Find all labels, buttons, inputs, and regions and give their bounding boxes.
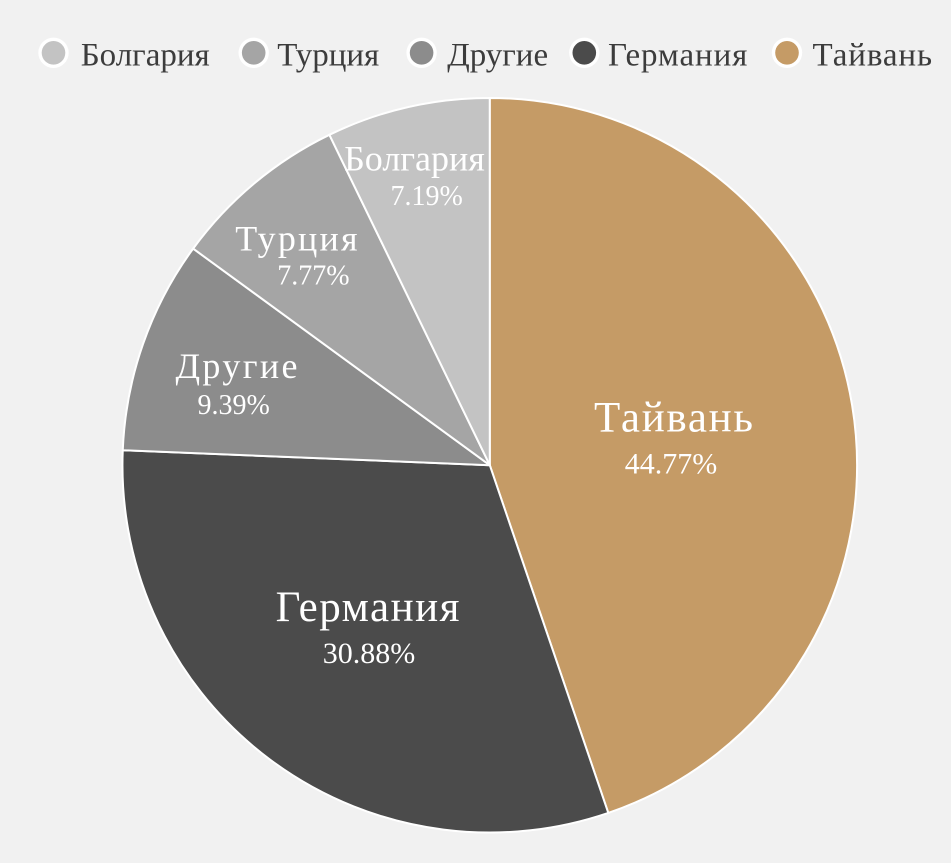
- svg-text:7.77%: 7.77%: [277, 260, 349, 291]
- svg-text:Болгария: Болгария: [344, 138, 485, 178]
- svg-text:Тайвань: Тайвань: [813, 38, 933, 74]
- svg-text:Другие: Другие: [175, 346, 300, 386]
- svg-text:Болгария: Болгария: [81, 38, 210, 74]
- svg-text:Другие: Другие: [447, 38, 548, 74]
- svg-text:Тайвань: Тайвань: [594, 395, 755, 442]
- svg-text:44.77%: 44.77%: [625, 447, 718, 480]
- svg-text:30.88%: 30.88%: [323, 637, 416, 670]
- svg-text:9.39%: 9.39%: [198, 390, 270, 421]
- svg-text:Германия: Германия: [608, 38, 748, 74]
- svg-text:Турция: Турция: [235, 218, 360, 258]
- svg-text:Турция: Турция: [277, 38, 379, 74]
- svg-text:7.19%: 7.19%: [391, 181, 463, 212]
- svg-text:Германия: Германия: [276, 584, 461, 631]
